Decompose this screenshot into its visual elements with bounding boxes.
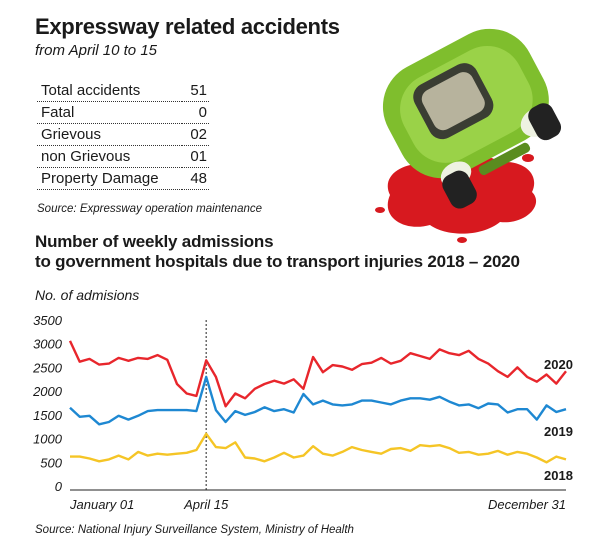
row-value: 48: [182, 167, 209, 190]
y-tick-label: 3500: [33, 313, 63, 328]
accidents-subtitle: from April 10 to 15: [35, 42, 157, 59]
front-wheel: [442, 170, 477, 209]
chart-title-line1: Number of weekly admissions: [35, 232, 274, 251]
series-line-2018: [70, 432, 567, 464]
table-row: Fatal 0: [37, 101, 209, 124]
splash-drop-2: [375, 207, 385, 213]
row-value: 02: [182, 123, 209, 146]
series-line-2020: [68, 340, 567, 408]
chart-title: Number of weekly admissions to governmen…: [35, 232, 520, 272]
y-tick-label: 2000: [32, 384, 63, 399]
splash-drop-3: [457, 237, 467, 243]
x-tick-label: April 15: [183, 497, 229, 512]
accidents-title: Expressway related accidents: [35, 14, 340, 39]
y-tick-label: 1500: [33, 408, 63, 423]
splash-drop: [522, 154, 534, 162]
y-tick-label: 500: [40, 455, 62, 470]
row-label: non Grievous: [37, 145, 183, 168]
row-label: Total accidents: [37, 80, 183, 102]
series-line-2019: [69, 375, 567, 426]
car-body: [382, 28, 562, 209]
x-axis-labels: January 01 April 15 December 31: [69, 497, 566, 512]
chart-source: Source: National Injury Surveillance Sys…: [35, 524, 354, 536]
series-label-2019: 2019: [544, 424, 573, 439]
y-tick-label: 3000: [33, 337, 63, 352]
accidents-source: Source: Expressway operation maintenance: [37, 203, 263, 215]
x-tick-label: December 31: [488, 497, 566, 512]
series-label-2020: 2020: [544, 357, 573, 372]
rear-wheel: [528, 103, 562, 141]
y-axis-label: No. of admisions: [35, 287, 140, 303]
x-tick-label: January 01: [69, 497, 134, 512]
row-value: 51: [182, 80, 209, 102]
table-row: Grievous 02: [37, 123, 209, 146]
chart-title-line2: to government hospitals due to transport…: [35, 252, 520, 271]
car-seats: [421, 72, 485, 131]
series-layer: 2020 2019 2018: [68, 340, 573, 483]
y-axis: 0 500 1000 1500 2000 2500 3000 3500: [32, 313, 63, 494]
grille: [478, 142, 531, 176]
row-value: 0: [182, 101, 209, 124]
series-label-2018: 2018: [544, 468, 573, 483]
row-value: 01: [182, 145, 209, 168]
green-car-illustration: [375, 28, 562, 243]
table-row: non Grievous 01: [37, 145, 209, 168]
y-tick-label: 0: [55, 479, 63, 494]
y-tick-label: 2500: [32, 360, 63, 375]
table-row: Total accidents 51: [37, 80, 209, 102]
table-row: Property Damage 48: [37, 167, 209, 190]
row-label: Fatal: [37, 101, 183, 124]
row-label: Property Damage: [37, 167, 183, 190]
row-label: Grievous: [37, 123, 183, 146]
accidents-table: Total accidents 51 Fatal 0 Grievous 02 n…: [37, 80, 209, 190]
y-tick-label: 1000: [33, 432, 63, 447]
